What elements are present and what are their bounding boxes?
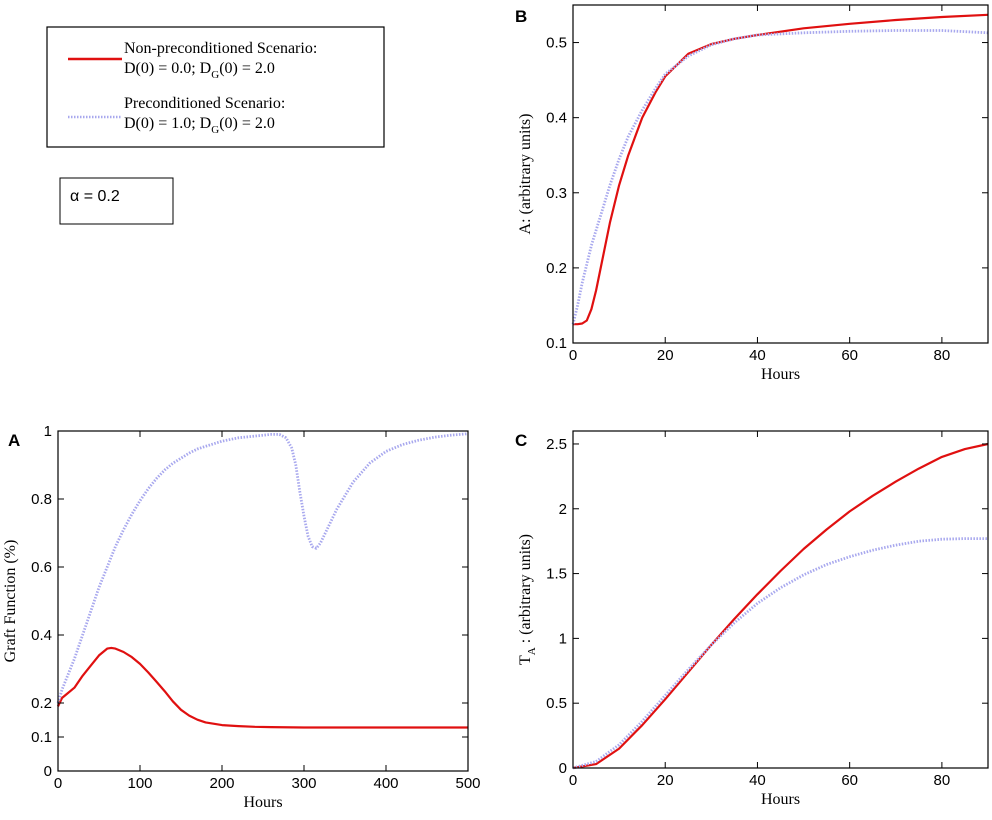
alpha-box	[59, 177, 174, 225]
x-tick-label: 20	[657, 347, 674, 364]
charts-layer: 0 100 200 300 400 50000.10.20.40.60.81HoursGr…	[2, 4, 989, 811]
legend-entry-non-preconditioned-params: D(0) = 0.0; DG(0) = 2.0	[124, 60, 275, 81]
y-tick-label: 0.2	[546, 260, 567, 277]
y-tick-label: 2	[559, 501, 567, 518]
x-tick-label: 0	[569, 347, 577, 364]
alpha-annotation: α = 0.2	[59, 177, 174, 225]
legend-box	[46, 26, 385, 148]
legend-entry-params-sub: G	[211, 124, 219, 136]
y-axis-label-sub: A	[526, 647, 538, 655]
y-tick-label: 0.6	[31, 559, 52, 576]
plot-frame-c	[572, 430, 989, 769]
y-axis-label-rest: : (arbitrary units)	[517, 534, 534, 647]
panel-label-c: C	[515, 431, 527, 450]
x-tick-label: 60	[841, 772, 858, 789]
plot-frame-b	[572, 4, 989, 344]
y-tick-label: 0.3	[546, 185, 567, 202]
legend-entry-non-preconditioned-title: Non-preconditioned Scenario:	[124, 40, 317, 57]
x-tick-label: 0	[54, 775, 62, 792]
panel-label-a: A	[8, 431, 20, 450]
alpha-label: α = 0.2	[70, 188, 120, 205]
x-tick-label: 0	[569, 772, 577, 789]
y-tick-label: 1	[559, 630, 567, 647]
x-tick-label: 60	[841, 347, 858, 364]
y-tick-label: 0.2	[31, 695, 52, 712]
y-tick-label: 0	[44, 763, 52, 780]
series-line-c-non-preconditioned	[572, 442, 989, 770]
legend-entry-params-rest: (0) = 2.0	[219, 115, 275, 132]
x-tick-label: 200	[209, 775, 234, 792]
series-line-a-non-preconditioned	[57, 646, 468, 729]
y-tick-label: 2.5	[546, 436, 567, 453]
x-axis-label-b: Hours	[761, 366, 800, 383]
series-line-b-non-preconditioned	[573, 13, 989, 326]
y-axis-label-b: A: (arbitrary units)	[517, 114, 534, 235]
legend-entry-params-text: D(0) = 1.0; D	[124, 115, 211, 132]
series-line-a-preconditioned	[56, 432, 469, 704]
x-tick-label: 300	[291, 775, 316, 792]
x-tick-label: 400	[373, 775, 398, 792]
y-tick-label: 0.5	[546, 695, 567, 712]
x-tick-label: 40	[749, 347, 766, 364]
legend: Non-preconditioned Scenario: D(0) = 0.0;…	[46, 26, 385, 148]
y-tick-label: 0.5	[546, 35, 567, 52]
x-tick-label: 80	[934, 772, 951, 789]
y-tick-label: 1	[44, 423, 52, 440]
panel-label-b: B	[515, 7, 527, 26]
y-tick-label: 0.1	[31, 729, 52, 746]
legend-entry-params-sub: G	[211, 69, 219, 81]
legend-entry-params-text: D(0) = 0.0; D	[124, 60, 211, 77]
panel-b: 0 20 40 60 80 0.1 0.2 0.3 0.4 0.5 Hours A: (arbitra…	[515, 4, 989, 383]
legend-entry-params-rest: (0) = 2.0	[219, 60, 275, 77]
y-tick-label: 0.8	[31, 491, 52, 508]
y-tick-label: 0.1	[546, 335, 567, 352]
y-tick-label: 0	[559, 760, 567, 777]
legend-entry-preconditioned-title: Preconditioned Scenario:	[124, 95, 285, 112]
panel-a: 0 100 200 300 400 500 0 0.1 0.2 0.4 0.6 0.8 1 Hours Gr…	[2, 423, 481, 811]
panel-c: 0 20 40 60 80 0 0.5 1 1.5 2 2.5 Hours TA : (arbitrar…	[515, 430, 989, 808]
x-tick-label: 80	[934, 347, 951, 364]
y-axis-label-c: TA : (arbitrary units)	[517, 534, 538, 665]
y-axis-label-main: T	[517, 655, 534, 665]
x-tick-label: 40	[749, 772, 766, 789]
x-axis-label-a: Hours	[243, 794, 282, 811]
x-tick-label: 100	[127, 775, 152, 792]
x-tick-label: 20	[657, 772, 674, 789]
y-tick-label: 1.5	[546, 566, 567, 583]
y-axis-label-a: Graft Function (%)	[2, 540, 19, 663]
y-tick-label: 0.4	[31, 627, 52, 644]
plot-frame-a	[57, 430, 469, 772]
series-line-b-preconditioned	[571, 29, 989, 325]
x-axis-label-c: Hours	[761, 791, 800, 808]
legend-entry-preconditioned-params: D(0) = 1.0; DG(0) = 2.0	[124, 115, 275, 136]
series-line-c-preconditioned	[572, 537, 988, 770]
y-tick-label: 0.4	[546, 110, 567, 127]
x-tick-label: 500	[455, 775, 480, 792]
